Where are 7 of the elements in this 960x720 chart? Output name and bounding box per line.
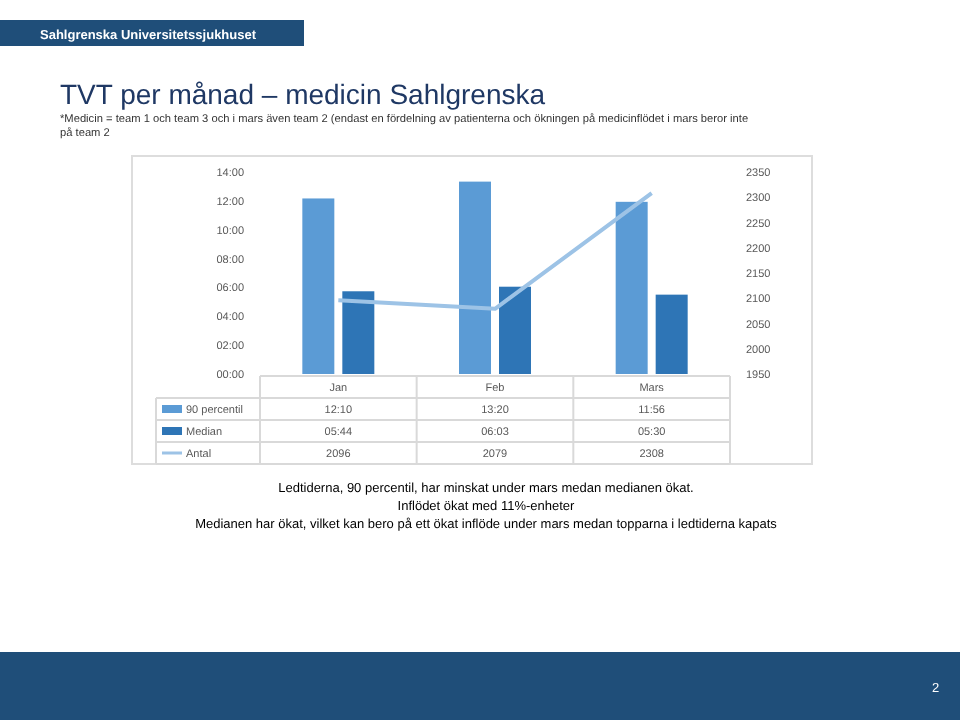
bar: [342, 291, 375, 374]
bar: [655, 294, 688, 374]
bar: [615, 201, 648, 374]
bar: [302, 198, 335, 374]
bar: [499, 286, 531, 374]
bar: [459, 181, 491, 374]
chart-title: TVT per månad – medicin Sahlgrenska: [60, 78, 546, 110]
